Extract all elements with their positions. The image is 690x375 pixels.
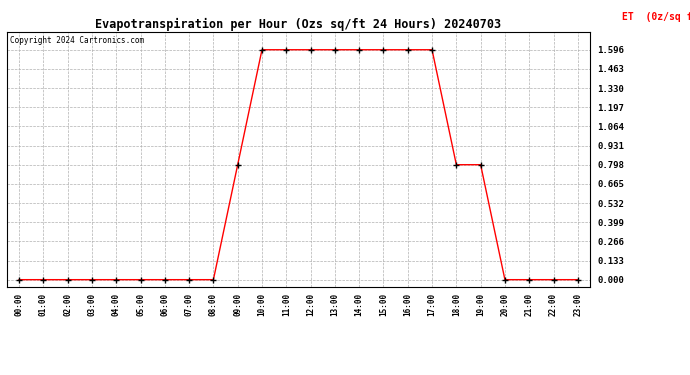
- Text: ET  (0z/sq ft): ET (0z/sq ft): [622, 12, 690, 22]
- Title: Evapotranspiration per Hour (Ozs sq/ft 24 Hours) 20240703: Evapotranspiration per Hour (Ozs sq/ft 2…: [95, 18, 502, 31]
- Text: Copyright 2024 Cartronics.com: Copyright 2024 Cartronics.com: [10, 36, 144, 45]
